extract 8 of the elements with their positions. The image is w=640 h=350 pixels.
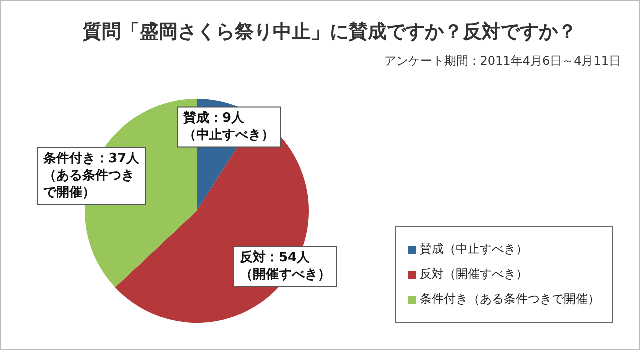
legend-label: 反対（開催すべき） (420, 266, 528, 283)
legend-label: 条件付き（ある条件つきで開催） (420, 291, 600, 308)
legend-label: 賛成（中止すべき） (420, 241, 528, 258)
data-label: 賛成：9人（中止すべき） (182, 110, 275, 144)
chart-subtitle: アンケート期間：2011年4月6日～4月11日 (384, 53, 621, 70)
chart-title: 質問「盛岡さくら祭り中止」に賛成ですか？反対ですか？ (82, 20, 578, 45)
data-label: 条件付き：37人（ある条件つきで開催） (42, 152, 141, 201)
data-label: 反対：54人（開催すべき） (238, 249, 331, 282)
